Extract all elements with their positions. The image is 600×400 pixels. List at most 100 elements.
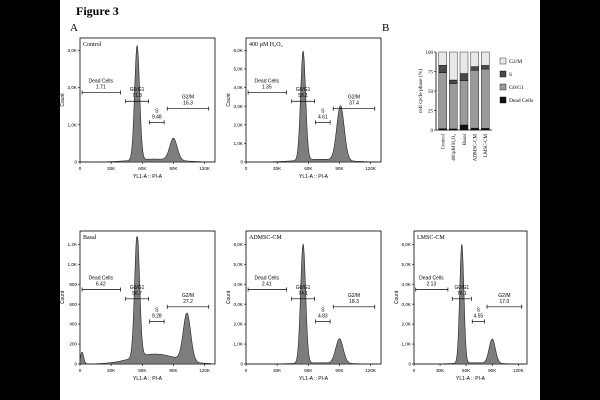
y-tick-label: 2,0K: [234, 322, 244, 327]
legend-swatch: [499, 83, 507, 91]
bar-segment: [449, 51, 458, 81]
g0g1-gate-value: 71.8: [132, 93, 142, 99]
bar-segment: [459, 73, 469, 81]
y-tick-label: 200: [69, 342, 77, 347]
y-tick-label: 4,0K: [234, 85, 244, 90]
x-axis-label: YL1-A :: PI-A: [299, 174, 329, 180]
s-gate-value: 4.83: [318, 313, 328, 319]
y-tick-label: 800: [69, 282, 77, 287]
histogram-panel: 0 1,0K 2,0K 3,0K 4,0K 5,0K 6,0K 0 30K 60K 90K 120K Y…: [394, 230, 528, 382]
y-tick-label: 1,0K: [234, 141, 244, 146]
figure-title: Figure 3: [76, 4, 119, 18]
g0g1-gate-name: G0/G1: [296, 285, 311, 291]
y-tick-label: 4,0K: [234, 282, 244, 287]
legend-label: G0/G1: [509, 85, 524, 91]
dead-gate-value: 2.41: [262, 282, 272, 288]
histogram-curve: [245, 50, 378, 163]
panel-label: 400 µM H₂O₂: [249, 42, 283, 48]
y-axis-label: Count: [60, 290, 66, 304]
plot-frame: [245, 230, 382, 365]
y-tick-label: 75: [428, 70, 434, 75]
dead-gate-name: Dead Cells: [89, 79, 114, 85]
y-tick-label: 2,0K: [402, 322, 412, 327]
legend-swatch: [499, 70, 507, 78]
y-tick-label: 5,0K: [402, 262, 412, 267]
category-label: Control: [441, 133, 446, 149]
y-tick-label: 1,0K: [68, 122, 78, 127]
g0g1-gate-name: G0/G1: [454, 285, 469, 291]
y-tick-label: 5,0K: [234, 262, 244, 267]
y-tick-label: 1,0K: [402, 342, 412, 347]
g0g1-gate-name: G0/G1: [130, 285, 145, 291]
panel-label: Basal: [83, 235, 97, 241]
category-label: ADMSC-CM: [473, 133, 478, 161]
g0g1-gate-value: 74.1: [298, 291, 308, 297]
bar-segment: [459, 124, 469, 131]
legend-label: G2/M: [509, 59, 522, 65]
x-axis-label: YL1-A :: PI-A: [133, 174, 163, 180]
bar-segment: [481, 65, 490, 70]
y-tick-label: 100: [426, 51, 434, 56]
y-tick-label: 0: [74, 362, 77, 367]
y-tick-label: 2,0K: [234, 122, 244, 127]
plot-frame: [245, 37, 382, 163]
figure-page: Figure 3 A B 0 1,0K 2,0K 3,0K 0 30K 60K 90K 120K…: [60, 0, 540, 400]
y-tick-label: 6,0K: [402, 242, 412, 247]
y-tick-label: 0: [240, 160, 243, 165]
x-tick-label: 0: [245, 166, 248, 171]
bar-segment: [470, 127, 479, 131]
y-tick-label: 3,0K: [68, 48, 78, 53]
bar-segment: [481, 128, 490, 131]
bar-segment: [438, 65, 447, 73]
x-tick-label: 120K: [513, 368, 525, 373]
g2m-gate-name: G2/M: [348, 95, 360, 101]
histogram-panel: 0 1,0K 2,0K 3,0K 4,0K 5,0K 6,0K 0 30K 60K 90K 120K Y…: [226, 37, 382, 180]
legend-label: S: [509, 72, 512, 78]
y-tick-label: 0: [74, 160, 77, 165]
x-tick-label: 0: [245, 368, 248, 373]
bar-segment: [481, 68, 490, 129]
histogram-curve: [414, 244, 524, 365]
x-tick-label: 60K: [138, 368, 147, 373]
dead-gate-value: 1.71: [96, 85, 106, 91]
g0g1-gate-value: 76.1: [457, 291, 467, 297]
legend-swatch: [499, 57, 507, 65]
x-tick-label: 90K: [488, 368, 497, 373]
dead-gate-value: 6.42: [96, 282, 106, 288]
legend-label: Dead Cells: [509, 98, 533, 104]
g2m-gate-name: G2/M: [182, 95, 194, 101]
g2m-gate-name: G2/M: [498, 293, 510, 299]
histogram-curve: [246, 243, 378, 365]
y-axis-label: cell cycle phase (%): [417, 69, 424, 114]
y-tick-label: 1,2K: [68, 242, 78, 247]
x-tick-label: 90K: [169, 166, 178, 171]
g2m-gate-name: G2/M: [182, 293, 194, 299]
g0g1-gate-name: G0/G1: [130, 87, 145, 93]
s-gate-value: 9.48: [152, 114, 162, 120]
x-axis-label: YL1-A :: PI-A: [133, 376, 163, 382]
dead-gate-value: 2.13: [427, 282, 437, 288]
y-tick-label: 6,0K: [234, 48, 244, 53]
x-tick-label: 120K: [365, 166, 377, 171]
g2m-gate-value: 18.3: [349, 299, 359, 305]
g2m-gate-value: 16.3: [183, 101, 193, 107]
x-tick-label: 60K: [304, 166, 313, 171]
bar-segment: [470, 66, 479, 71]
x-tick-label: 120K: [365, 368, 377, 373]
y-tick-label: 0: [431, 129, 434, 134]
x-tick-label: 90K: [335, 368, 344, 373]
y-axis-label: Count: [226, 290, 232, 304]
y-tick-label: 1,0K: [68, 262, 78, 267]
panel-label: LMSC-CM: [417, 235, 445, 241]
plot-frame: [79, 37, 216, 163]
x-axis-label: YL1-A :: PI-A: [456, 376, 486, 382]
y-tick-label: 600: [69, 302, 77, 307]
x-tick-label: 120K: [199, 368, 211, 373]
category-label: 400µM H₂O₂: [452, 134, 457, 161]
y-tick-label: 4,0K: [402, 282, 412, 287]
x-tick-label: 120K: [199, 166, 211, 171]
legend-swatch: [499, 96, 507, 104]
bar-segment: [481, 51, 490, 66]
